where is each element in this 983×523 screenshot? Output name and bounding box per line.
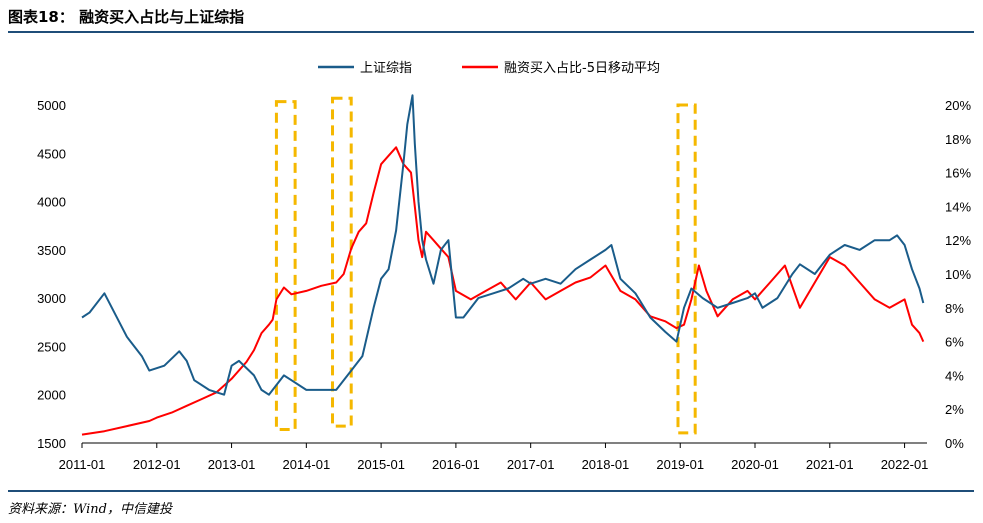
y-right-tick-label: 8% — [945, 301, 964, 316]
top-rule — [8, 31, 974, 33]
y-left-tick-label: 1500 — [37, 436, 66, 451]
x-tick-label: 2014-01 — [282, 457, 330, 472]
highlight-box — [331, 96, 353, 428]
series-line-sse — [81, 94, 925, 396]
x-tick-label: 2016-01 — [432, 457, 480, 472]
legend-label-sse: 上证综指 — [360, 61, 412, 76]
y-right-tick-label: 20% — [945, 98, 971, 113]
x-tick-label: 2011-01 — [59, 457, 106, 472]
x-tick-label: 2022-01 — [881, 457, 929, 472]
y-left-tick-label: 4000 — [37, 195, 66, 210]
legend-label-margin: 融资买入占比-5日移动平均 — [504, 61, 660, 76]
x-tick-label: 2021-01 — [806, 457, 854, 472]
y-right-tick-label: 6% — [945, 335, 964, 350]
highlight-box — [676, 103, 697, 435]
figure-title: 图表18： 融资买入占比与上证综指 — [8, 8, 245, 26]
y-right-tick-label: 12% — [945, 233, 971, 248]
highlight-box — [274, 100, 297, 431]
y-right-tick-label: 14% — [945, 199, 971, 214]
y-right-tick-label: 4% — [945, 368, 964, 383]
highlight-boxes — [274, 96, 697, 435]
axes: 2011-01 2012-01 2013-01 2014-01 2015-01 2016-… — [37, 98, 971, 472]
x-tick-label: 2013-01 — [208, 457, 256, 472]
x-tick-label: 2020-01 — [731, 457, 779, 472]
y-left-tick-label: 5000 — [37, 98, 66, 113]
y-left-tick-label: 3000 — [37, 291, 66, 306]
y-left-tick-label: 4500 — [37, 146, 66, 161]
x-tick-label: 2015-01 — [357, 457, 405, 472]
x-tick-label: 2018-01 — [582, 457, 630, 472]
y-right-tick-label: 18% — [945, 132, 971, 147]
y-left-tick-label: 2500 — [37, 339, 66, 354]
series-line-margin — [81, 146, 925, 436]
x-tick-label: 2012-01 — [133, 457, 181, 472]
y-right-tick-label: 2% — [945, 402, 964, 417]
series-lines — [81, 94, 925, 436]
y-right-tick-label: 16% — [945, 166, 971, 181]
y-left-tick-label: 3500 — [37, 243, 66, 258]
legend: 上证综指 融资买入占比-5日移动平均 — [318, 61, 660, 76]
y-right-tick-label: 10% — [945, 267, 971, 282]
bottom-rule — [8, 490, 974, 492]
y-right-tick-label: 0% — [945, 436, 964, 451]
source-note: 资料来源：Wind，中信建投 — [8, 502, 172, 517]
x-tick-label: 2017-01 — [507, 457, 555, 472]
y-left-tick-label: 2000 — [37, 388, 66, 403]
x-tick-label: 2019-01 — [656, 457, 704, 472]
